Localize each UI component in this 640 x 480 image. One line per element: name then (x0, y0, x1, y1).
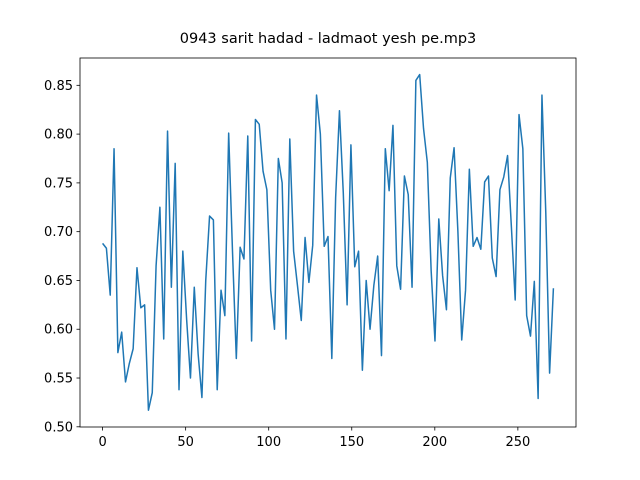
y-tick-label: 0.75 (44, 176, 73, 191)
x-tick-label: 50 (177, 435, 194, 450)
chart-title: 0943 sarit hadad - ladmaot yesh pe.mp3 (180, 31, 477, 47)
y-tick-label: 0.85 (44, 79, 73, 94)
y-tick-label: 0.65 (44, 274, 73, 289)
x-tick-label: 100 (256, 435, 281, 450)
y-tick-label: 0.70 (44, 225, 73, 240)
x-tick-label: 0 (98, 435, 106, 450)
y-tick-label: 0.60 (44, 323, 73, 338)
x-tick-label: 150 (339, 435, 364, 450)
x-tick-label: 200 (422, 435, 447, 450)
y-tick-label: 0.80 (44, 128, 73, 143)
x-tick-label: 250 (505, 435, 530, 450)
data-line (101, 73, 555, 411)
axes-frame (79, 57, 577, 428)
y-tick-label: 0.50 (44, 420, 73, 435)
y-tick-label: 0.55 (44, 372, 73, 387)
